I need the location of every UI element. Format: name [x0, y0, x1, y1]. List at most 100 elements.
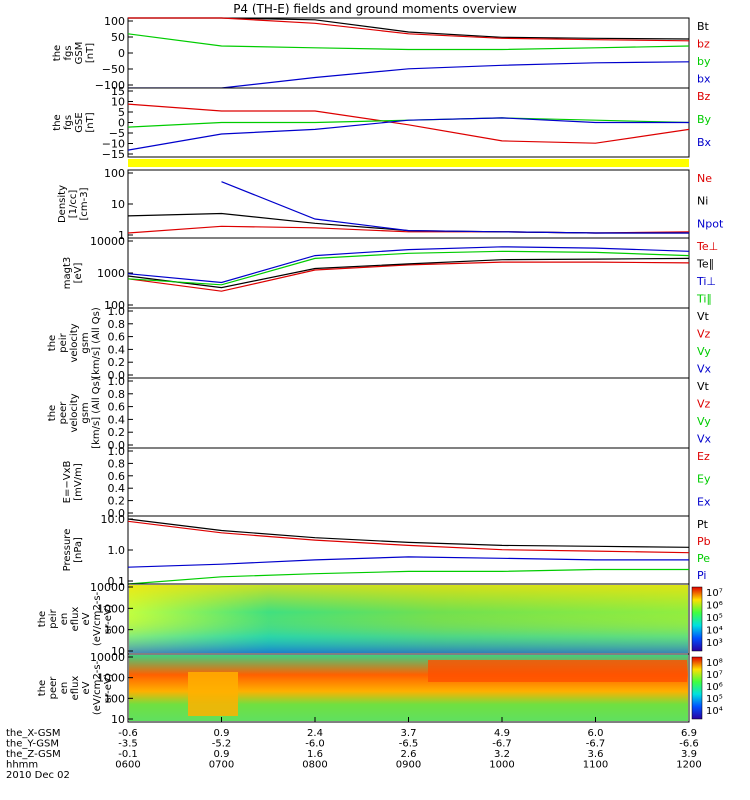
peer-efux-colorbar-tick: 10⁶ [706, 682, 723, 693]
footer-value-z: -0.1 [118, 749, 138, 760]
y-axis-label: peer [48, 676, 59, 700]
legend-Bx: Bx [697, 136, 712, 149]
y-tick-label: 100 [104, 167, 125, 180]
y-axis-label: velocity [69, 323, 80, 362]
legend-Npot: Npot [697, 217, 724, 230]
y-tick-label: −100 [95, 79, 125, 92]
legend-Bz: Bz [697, 90, 711, 103]
y-tick-label: 0.8 [108, 318, 126, 331]
legend-Ex: Ex [697, 495, 711, 508]
series-Npot [221, 181, 689, 234]
peir-efux-colorbar-tick: 10⁷ [706, 588, 723, 599]
y-tick-label: 50 [111, 31, 125, 44]
y-tick-label: 10000 [90, 651, 125, 664]
legend-Vt: Vt [697, 380, 710, 393]
y-axis-label: eflux [70, 676, 81, 701]
peer-efux-colorbar-tick: 10⁸ [706, 658, 723, 669]
footer-value-x: 0.9 [214, 728, 230, 739]
y-axis-label: (eV/cm2-s- [92, 591, 103, 646]
footer-value-t: 1000 [489, 760, 514, 771]
legend-Ti⊥: Ti⊥ [696, 275, 716, 288]
legend-Ni: Ni [697, 195, 708, 208]
footer-value-z: 3.9 [681, 749, 697, 760]
y-tick-label: 1.0 [108, 544, 126, 557]
y-axis-label: the [37, 680, 48, 696]
footer-value-y: -6.6 [679, 739, 699, 750]
legend-Bt: Bt [697, 20, 710, 33]
y-axis-label: E=−VxB [62, 461, 73, 504]
y-tick-label: 10 [111, 713, 125, 726]
y-tick-label: 5 [118, 106, 125, 119]
legend-Pb: Pb [697, 535, 711, 548]
legend-by: by [697, 55, 711, 68]
legend-Te⊥: Te⊥ [696, 240, 718, 253]
peir-efux-colorbar [691, 586, 703, 652]
y-tick-label: 10 [111, 198, 125, 211]
y-axis-label: the [52, 45, 63, 61]
legend-Vx: Vx [697, 433, 712, 446]
series-Te∥ [127, 257, 690, 289]
y-tick-label: 0.6 [108, 331, 126, 344]
footer-value-t: 0700 [209, 760, 234, 771]
legend-Pe: Pe [697, 552, 710, 565]
y-axis-label: sr-eV) [103, 673, 114, 702]
footer-value-x: 4.9 [494, 728, 510, 739]
y-tick-label: 0.6 [108, 401, 126, 414]
chart-title: P4 (TH-E) fields and ground moments over… [233, 2, 517, 16]
footer-value-z: 3.2 [494, 749, 510, 760]
footer-value-y: -5.2 [212, 739, 232, 750]
y-axis-label: eV [81, 612, 92, 625]
footer-value-x: -0.6 [118, 728, 138, 739]
footer-value-z: 0.9 [214, 749, 230, 760]
y-axis-label: fgs [63, 45, 74, 60]
y-tick-label: 0.4 [108, 413, 126, 426]
y-axis-label: [nT] [85, 112, 96, 132]
footer-value-x: 2.4 [307, 728, 323, 739]
y-axis-label: sr-eV) [103, 604, 114, 633]
series-Bz [127, 103, 690, 144]
y-axis-label: en [59, 613, 70, 626]
footer-value-z: 1.6 [307, 749, 323, 760]
peer-efux-colorbar-tick: 10⁴ [706, 706, 723, 717]
flag-bar [128, 159, 689, 167]
series-Ti⊥ [127, 246, 690, 284]
legend-Ti∥: Ti∥ [696, 293, 712, 306]
y-tick-label: 0.0 [108, 369, 126, 382]
y-axis-label: eV [81, 681, 92, 694]
y-axis-label: [cm-3] [79, 187, 90, 220]
series-Ti∥ [127, 250, 690, 286]
y-axis-label: GSE [74, 112, 85, 132]
peer-velocity-frame [127, 377, 690, 449]
legend-Vt: Vt [697, 310, 710, 323]
y-axis-label: peir [48, 608, 59, 628]
y-tick-label: 10000 [90, 581, 125, 594]
peir-efux-colorbar-tick: 10⁴ [706, 626, 723, 637]
footer-value-t: 0800 [302, 760, 327, 771]
footer-value-y: -6.7 [586, 739, 606, 750]
peer-efux-colorbar [691, 656, 703, 720]
y-tick-label: −50 [102, 63, 125, 76]
peir-efux-colorbar-tick: 10⁵ [706, 613, 723, 624]
y-tick-label: −10 [102, 138, 125, 151]
footer-value-t: 1200 [676, 760, 701, 771]
y-tick-label: 100 [104, 299, 125, 312]
y-axis-label: [eV] [73, 263, 84, 284]
footer-row-label: 2010 Dec 02 [6, 770, 70, 781]
legend-bx: bx [697, 73, 711, 86]
y-axis-label: GSM [74, 42, 85, 65]
y-tick-label: 10.0 [101, 513, 126, 526]
series-Pb [127, 520, 690, 554]
y-tick-label: 100 [104, 15, 125, 28]
efield-frame [127, 447, 690, 517]
y-tick-label: 1.0 [108, 375, 126, 388]
y-axis-label: [nPa] [73, 537, 84, 563]
footer-value-z: 3.6 [588, 749, 604, 760]
y-axis-label: the [52, 114, 63, 130]
legend-Vy: Vy [697, 415, 711, 428]
y-tick-label: 100 [104, 624, 125, 637]
y-tick-label: −15 [102, 148, 125, 161]
series-Pt [127, 518, 690, 548]
y-tick-label: 0.8 [108, 388, 126, 401]
y-tick-label: 0.2 [108, 356, 126, 369]
